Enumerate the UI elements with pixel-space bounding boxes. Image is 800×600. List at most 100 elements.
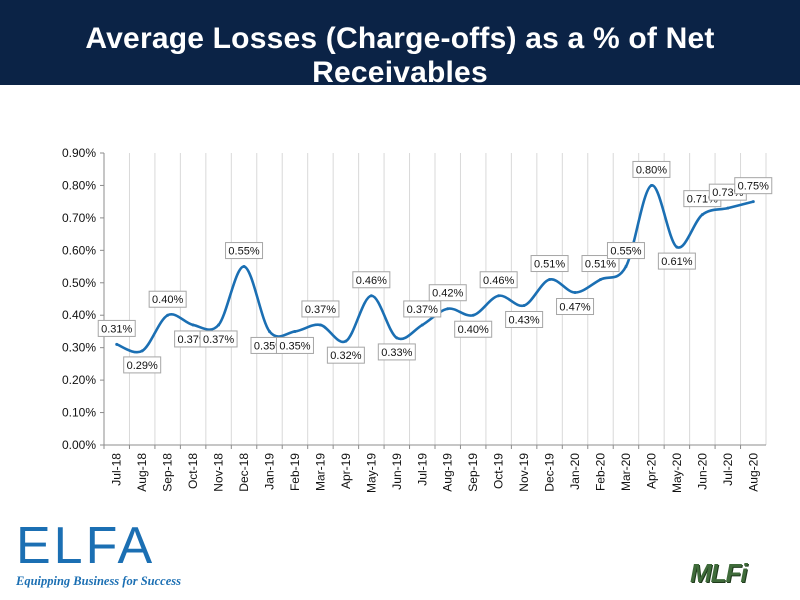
x-tick-label: Apr-20 xyxy=(644,453,658,489)
data-label: 0.43% xyxy=(509,314,540,326)
x-tick-label: Aug-20 xyxy=(746,453,760,492)
data-point xyxy=(217,323,221,327)
x-tick-label: Jul-20 xyxy=(721,453,735,486)
data-label: 0.75% xyxy=(738,181,769,193)
data-label: 0.40% xyxy=(152,294,183,306)
data-label: 0.37% xyxy=(407,304,438,316)
data-point xyxy=(649,183,653,187)
data-label-box xyxy=(556,298,595,316)
y-tick-label: 0.50% xyxy=(62,276,96,290)
data-label-box xyxy=(199,330,238,348)
data-label: 0.46% xyxy=(483,275,514,287)
x-tick-label: Dec-18 xyxy=(237,453,251,492)
data-label-box xyxy=(734,177,773,195)
data-point xyxy=(573,291,577,295)
data-label: 0.51% xyxy=(534,259,565,271)
data-label-box xyxy=(606,242,645,260)
y-tick-label: 0.10% xyxy=(62,406,96,420)
y-tick-label: 0.40% xyxy=(62,308,96,322)
x-tick-label: Sep-18 xyxy=(161,453,175,492)
data-label-box xyxy=(428,284,467,302)
data-label-box xyxy=(97,319,136,337)
x-tick-label: Mar-20 xyxy=(619,453,633,491)
data-label: 0.31% xyxy=(101,323,132,335)
data-point xyxy=(140,349,144,353)
data-point xyxy=(700,213,704,217)
data-point xyxy=(471,313,475,317)
data-point xyxy=(522,303,526,307)
x-tick-label: Aug-18 xyxy=(135,453,149,492)
data-label-box xyxy=(377,343,416,361)
y-tick-label: 0.20% xyxy=(62,373,96,387)
data-point xyxy=(318,323,322,327)
data-point xyxy=(242,265,246,269)
data-point xyxy=(497,294,501,298)
data-label-box xyxy=(530,255,569,273)
x-tick-label: Mar-19 xyxy=(313,453,327,491)
data-label: 0.55% xyxy=(610,246,641,258)
data-label-box xyxy=(403,300,442,318)
data-label: 0.55% xyxy=(228,246,259,258)
x-tick-label: May-19 xyxy=(364,453,378,493)
data-point xyxy=(166,313,170,317)
page-title: Average Losses (Charge-offs) as a % of N… xyxy=(85,22,715,89)
data-point xyxy=(446,307,450,311)
data-label: 0.42% xyxy=(432,288,463,300)
data-label-box xyxy=(505,310,544,328)
x-tick-label: Feb-20 xyxy=(594,453,608,491)
mlfi-logo: MLFi xyxy=(690,558,748,588)
x-tick-label: Dec-19 xyxy=(543,453,557,492)
data-label: 0.32% xyxy=(330,350,361,362)
x-tick-label: Nov-18 xyxy=(212,453,226,492)
data-point xyxy=(344,339,348,343)
x-tick-label: Sep-19 xyxy=(466,453,480,492)
x-tick-label: Feb-19 xyxy=(288,453,302,491)
data-point xyxy=(395,336,399,340)
data-label: 0.47% xyxy=(559,302,590,314)
data-label: 0.46% xyxy=(356,275,387,287)
y-tick-label: 0.70% xyxy=(62,211,96,225)
data-label-box xyxy=(454,320,493,338)
x-tick-label: Jul-18 xyxy=(110,453,124,486)
data-point xyxy=(268,329,271,333)
elfa-logo-word: ELFA xyxy=(16,517,156,575)
y-tick-label: 0.60% xyxy=(62,243,96,257)
data-point xyxy=(548,278,552,282)
y-tick-label: 0.80% xyxy=(62,178,96,192)
data-label-box xyxy=(123,356,162,374)
y-tick-label: 0.00% xyxy=(62,438,96,452)
y-tick-label: 0.30% xyxy=(62,341,96,355)
data-label: 0.33% xyxy=(381,347,412,359)
data-label-box xyxy=(326,346,365,364)
data-label: 0.35% xyxy=(279,340,310,352)
data-label-box xyxy=(581,255,620,273)
data-label-box xyxy=(632,160,671,178)
data-label-box xyxy=(657,252,696,270)
data-point xyxy=(599,278,602,282)
data-label-box xyxy=(275,336,314,354)
data-label-box xyxy=(148,290,187,308)
data-point xyxy=(115,342,119,346)
data-label: 0.61% xyxy=(661,256,692,268)
data-point xyxy=(293,329,297,333)
header-bar: Average Losses (Charge-offs) as a % of N… xyxy=(0,0,800,89)
x-tick-label: Jan-19 xyxy=(263,453,277,490)
data-point xyxy=(751,200,755,204)
data-label: 0.37% xyxy=(305,304,336,316)
x-tick-label: Jan-20 xyxy=(568,453,582,490)
elfa-tagline: Equipping Business for Success xyxy=(16,574,181,588)
x-tick-label: Jun-19 xyxy=(390,453,404,490)
x-tick-label: Jun-20 xyxy=(695,453,709,490)
x-tick-label: May-20 xyxy=(670,453,684,493)
data-point xyxy=(624,265,628,269)
x-tick-label: Nov-19 xyxy=(517,453,531,492)
data-label: 0.80% xyxy=(636,164,667,176)
data-label-box xyxy=(479,271,518,289)
elfa-logo: ELFA Equipping Business for Success xyxy=(16,520,181,589)
data-label-box xyxy=(301,300,340,318)
data-point xyxy=(726,206,730,210)
data-label-box xyxy=(225,242,264,260)
x-tick-label: Apr-19 xyxy=(339,453,353,489)
data-label-box xyxy=(352,271,391,289)
data-point xyxy=(420,323,424,327)
